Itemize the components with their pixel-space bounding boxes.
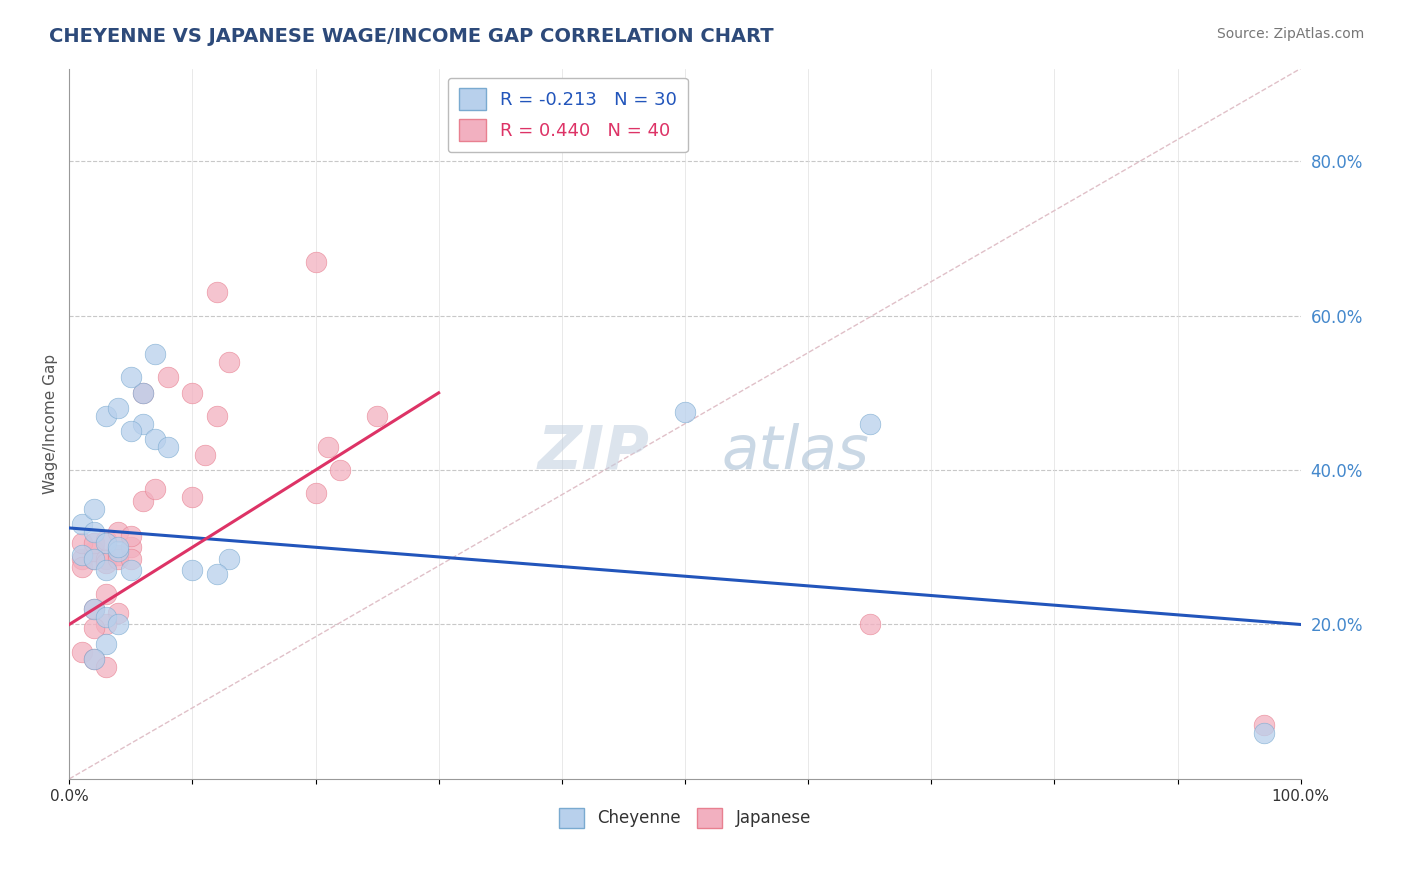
Point [205, 409, 228, 423]
Point [83, 536, 105, 550]
Point [145, 347, 167, 361]
Point [1253, 718, 1275, 732]
Point [156, 440, 179, 454]
Point [96, 536, 118, 550]
Point [304, 254, 326, 268]
Point [96, 552, 118, 566]
Point [120, 529, 142, 543]
Point [83, 544, 105, 558]
Point [859, 617, 882, 632]
Point [304, 486, 326, 500]
Point [120, 563, 142, 577]
Point [120, 370, 142, 384]
Y-axis label: Wage/Income Gap: Wage/Income Gap [44, 353, 58, 494]
Point [194, 448, 217, 462]
Point [83, 552, 105, 566]
Point [96, 563, 118, 577]
Point [120, 541, 142, 555]
Point [70, 517, 93, 532]
Point [96, 617, 118, 632]
Point [107, 606, 129, 620]
Point [107, 552, 129, 566]
Text: CHEYENNE VS JAPANESE WAGE/INCOME GAP CORRELATION CHART: CHEYENNE VS JAPANESE WAGE/INCOME GAP COR… [49, 27, 773, 45]
Point [83, 652, 105, 666]
Point [96, 637, 118, 651]
Point [83, 552, 105, 566]
Point [83, 602, 105, 616]
Point [107, 548, 129, 562]
Point [181, 385, 204, 400]
Point [145, 483, 167, 497]
Point [70, 536, 93, 550]
Point [366, 409, 388, 423]
Point [83, 652, 105, 666]
Point [132, 385, 155, 400]
Point [205, 285, 228, 300]
Point [96, 409, 118, 423]
Point [83, 501, 105, 516]
Point [316, 440, 339, 454]
Point [83, 602, 105, 616]
Point [181, 490, 204, 504]
Text: atlas: atlas [721, 423, 870, 482]
Text: Source: ZipAtlas.com: Source: ZipAtlas.com [1216, 27, 1364, 41]
Point [70, 559, 93, 574]
Point [83, 621, 105, 635]
Point [96, 533, 118, 547]
Point [83, 524, 105, 539]
Point [70, 548, 93, 562]
Point [107, 524, 129, 539]
Point [145, 432, 167, 446]
Point [107, 401, 129, 416]
Point [329, 463, 352, 477]
Point [132, 417, 155, 431]
Point [70, 644, 93, 658]
Point [107, 617, 129, 632]
Point [218, 552, 240, 566]
Point [107, 544, 129, 558]
Point [181, 563, 204, 577]
Legend: Cheyenne, Japanese: Cheyenne, Japanese [553, 801, 818, 835]
Text: ZIP: ZIP [537, 423, 650, 482]
Point [1253, 725, 1275, 739]
Point [120, 425, 142, 439]
Point [673, 405, 696, 419]
Point [70, 552, 93, 566]
Point [156, 370, 179, 384]
Point [132, 385, 155, 400]
Point [96, 586, 118, 600]
Point [132, 494, 155, 508]
Point [859, 417, 882, 431]
Point [120, 552, 142, 566]
Point [96, 660, 118, 674]
Point [205, 567, 228, 582]
Point [96, 556, 118, 570]
Point [107, 541, 129, 555]
Point [96, 609, 118, 624]
Point [218, 355, 240, 369]
